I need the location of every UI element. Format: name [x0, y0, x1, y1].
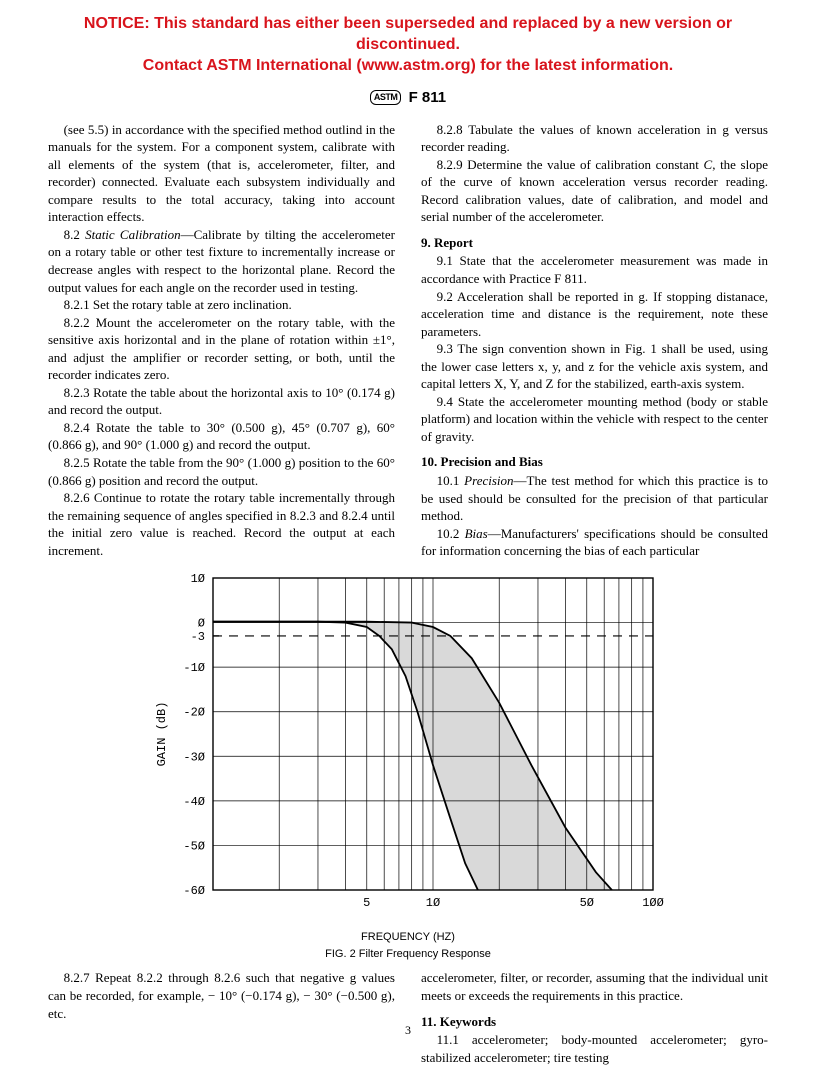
para-5-5: (see 5.5) in accordance with the specifi… [48, 121, 395, 226]
standard-number: F 811 [409, 89, 447, 106]
right-column: 8.2.8 Tabulate the values of known accel… [421, 121, 768, 560]
page-number: 3 [0, 1022, 816, 1038]
standard-header: ASTM F 811 [0, 88, 816, 108]
para-9-1: 9.1 State that the accelerometer measure… [421, 252, 768, 287]
para-8-2-9: 8.2.9 Determine the value of calibration… [421, 156, 768, 226]
notice-banner: NOTICE: This standard has either been su… [0, 0, 816, 82]
svg-text:Ø: Ø [198, 616, 205, 630]
para-8-2: 8.2 Static Calibration—Calibrate by tilt… [48, 226, 395, 296]
astm-logo: ASTM [370, 90, 402, 104]
para-9-2: 9.2 Acceleration shall be reported in g.… [421, 288, 768, 341]
para-9-3: 9.3 The sign convention shown in Fig. 1 … [421, 340, 768, 393]
para-8-2-1: 8.2.1 Set the rotary table at zero incli… [48, 296, 395, 314]
notice-line2: Contact ASTM International (www.astm.org… [50, 56, 766, 77]
para-8-2-7: 8.2.7 Repeat 8.2.2 through 8.2.6 such th… [48, 969, 395, 1022]
lower-right-column: accelerometer, filter, or recorder, assu… [421, 969, 768, 1066]
svg-text:5Ø: 5Ø [580, 896, 594, 910]
svg-text:-5Ø: -5Ø [183, 839, 205, 853]
svg-text:5: 5 [363, 896, 370, 910]
svg-text:1Ø: 1Ø [191, 572, 205, 586]
upper-columns: (see 5.5) in accordance with the specifi… [0, 121, 816, 560]
para-10-1: 10.1 Precision—The test method for which… [421, 472, 768, 525]
left-column: (see 5.5) in accordance with the specifi… [48, 121, 395, 560]
section-9-title: 9. Report [421, 234, 768, 252]
para-8-2-6: 8.2.6 Continue to rotate the rotary tabl… [48, 489, 395, 559]
figure-2-chart: 1ØØ-3-1Ø-2Ø-3Ø-4Ø-5Ø-6Ø51Ø5Ø1ØØGAIN (dB) [143, 568, 673, 928]
para-8-2-8: 8.2.8 Tabulate the values of known accel… [421, 121, 768, 156]
svg-text:1ØØ: 1ØØ [642, 896, 664, 910]
figure-2-caption: FIG. 2 Filter Frequency Response [325, 947, 491, 962]
para-8-2-4: 8.2.4 Rotate the table to 30° (0.500 g),… [48, 419, 395, 454]
figure-2-xlabel: FREQUENCY (HZ) [361, 930, 455, 945]
svg-text:-3Ø: -3Ø [183, 750, 205, 764]
lower-columns: 8.2.7 Repeat 8.2.2 through 8.2.6 such th… [0, 969, 816, 1066]
para-10-2: 10.2 Bias—Manufacturers' specifications … [421, 525, 768, 560]
figure-2: 1ØØ-3-1Ø-2Ø-3Ø-4Ø-5Ø-6Ø51Ø5Ø1ØØGAIN (dB)… [0, 568, 816, 962]
para-8-2-2: 8.2.2 Mount the accelerometer on the rot… [48, 314, 395, 384]
svg-text:-1Ø: -1Ø [183, 661, 205, 675]
svg-text:-2Ø: -2Ø [183, 705, 205, 719]
section-10-title: 10. Precision and Bias [421, 453, 768, 471]
svg-text:-6Ø: -6Ø [183, 884, 205, 898]
notice-line1: NOTICE: This standard has either been su… [50, 14, 766, 56]
svg-text:GAIN (dB): GAIN (dB) [155, 701, 169, 766]
para-9-4: 9.4 State the accelerometer mounting met… [421, 393, 768, 446]
svg-text:1Ø: 1Ø [426, 896, 440, 910]
para-8-2-3: 8.2.3 Rotate the table about the horizon… [48, 384, 395, 419]
svg-text:-4Ø: -4Ø [183, 795, 205, 809]
svg-text:-3: -3 [191, 630, 205, 644]
lower-left-column: 8.2.7 Repeat 8.2.2 through 8.2.6 such th… [48, 969, 395, 1066]
para-8-2-5: 8.2.5 Rotate the table from the 90° (1.0… [48, 454, 395, 489]
para-bias-cont: accelerometer, filter, or recorder, assu… [421, 969, 768, 1004]
